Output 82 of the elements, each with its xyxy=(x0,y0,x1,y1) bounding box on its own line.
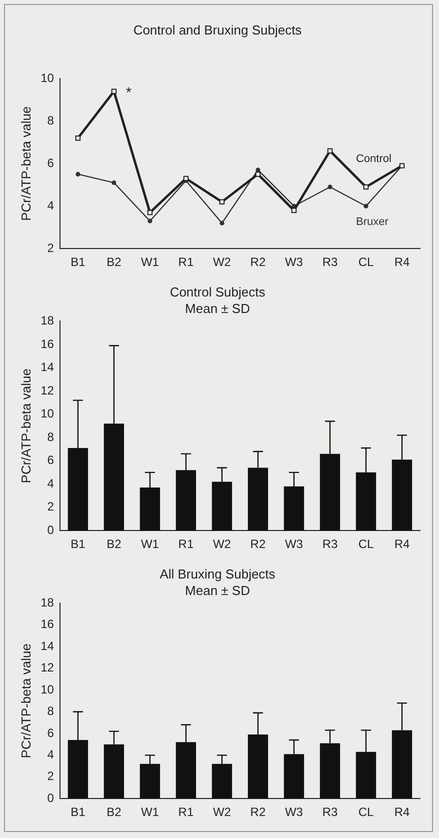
point xyxy=(147,210,153,216)
x-tick-label: CL xyxy=(358,255,374,270)
x-tick-label: R3 xyxy=(322,537,338,552)
x-tick-label: R4 xyxy=(394,805,410,820)
y-tick-label: 14 xyxy=(40,360,54,374)
y-tick-label: 6 xyxy=(47,453,54,468)
chart-title: Control and Bruxing Subjects xyxy=(133,22,302,38)
x-tick-label: B2 xyxy=(106,537,122,552)
point xyxy=(219,199,225,204)
x-tick-label: W1 xyxy=(140,255,160,270)
chart-subtitle: Mean ± SD xyxy=(185,300,250,316)
x-tick-label: R4 xyxy=(394,537,410,552)
y-tick-label: 4 xyxy=(47,747,54,762)
y-tick-label: 10 xyxy=(40,682,54,696)
x-tick-label: R1 xyxy=(178,805,194,820)
series-label: Bruxer xyxy=(356,216,389,228)
x-tick-label: B1 xyxy=(70,537,86,552)
point xyxy=(364,204,368,208)
y-tick-label: 18 xyxy=(40,596,54,610)
y-tick-label: 14 xyxy=(40,638,54,653)
point xyxy=(76,172,80,177)
y-tick-label: 8 xyxy=(47,430,54,444)
chart-title: All Bruxing Subjects xyxy=(160,566,276,582)
y-tick-label: 0 xyxy=(47,790,54,805)
chart-subtitle: Mean ± SD xyxy=(185,582,250,598)
y-tick-label: 2 xyxy=(47,500,54,514)
x-tick-label: B2 xyxy=(106,805,122,820)
y-tick-label: 0 xyxy=(47,522,54,537)
point xyxy=(291,208,297,213)
y-tick-label: 6 xyxy=(47,156,54,170)
series-label: Control xyxy=(356,153,392,166)
x-tick-label: R2 xyxy=(250,805,266,820)
y-tick-label: 12 xyxy=(40,383,54,398)
x-tick-label: R1 xyxy=(178,537,194,552)
x-tick-label: R2 xyxy=(250,537,266,552)
annotation: * xyxy=(126,84,132,100)
x-tick-label: B1 xyxy=(70,255,86,270)
point xyxy=(328,184,332,190)
y-tick-label: 4 xyxy=(47,476,54,490)
x-tick-label: CL xyxy=(358,537,374,552)
x-tick-label: W1 xyxy=(140,805,160,820)
point xyxy=(327,148,333,154)
x-tick-label: W1 xyxy=(140,537,160,552)
x-tick-label: W2 xyxy=(212,805,232,820)
point xyxy=(255,172,261,177)
x-tick-label: W3 xyxy=(284,537,304,552)
point xyxy=(111,88,117,94)
x-tick-label: R1 xyxy=(178,255,194,270)
y-tick-label: 8 xyxy=(47,704,54,718)
y-axis-title: PCr/ATP-beta value xyxy=(18,368,34,484)
x-tick-label: R3 xyxy=(322,805,338,820)
y-tick-label: 16 xyxy=(40,336,54,351)
x-tick-label: R3 xyxy=(322,255,338,270)
point xyxy=(363,184,369,190)
point xyxy=(112,180,116,186)
y-axis-title: PCr/ATP-beta value xyxy=(18,644,34,758)
y-tick-label: 12 xyxy=(40,660,54,675)
x-tick-label: B2 xyxy=(106,255,122,270)
point xyxy=(183,176,189,182)
x-tick-label: W2 xyxy=(212,255,232,270)
x-tick-label: W3 xyxy=(284,255,304,270)
y-tick-label: 6 xyxy=(47,726,54,740)
y-axis-title: PCr/ATP-beta value xyxy=(18,106,34,221)
y-tick-label: 4 xyxy=(47,198,54,212)
x-tick-label: R2 xyxy=(250,255,266,270)
y-tick-label: 2 xyxy=(47,769,54,784)
x-tick-label: R4 xyxy=(394,255,410,270)
y-tick-label: 16 xyxy=(40,617,54,632)
point xyxy=(256,168,260,172)
x-tick-label: CL xyxy=(358,805,374,820)
y-tick-label: 2 xyxy=(47,240,54,255)
y-tick-label: 8 xyxy=(47,113,54,128)
chart-title: Control Subjects xyxy=(170,284,266,300)
x-tick-label: B1 xyxy=(70,805,86,820)
point xyxy=(148,218,152,224)
x-tick-label: W3 xyxy=(284,805,304,820)
y-tick-label: 10 xyxy=(40,70,54,85)
point xyxy=(220,220,224,226)
y-tick-label: 10 xyxy=(40,406,54,421)
point xyxy=(75,135,81,141)
x-tick-label: W2 xyxy=(212,537,232,552)
y-tick-label: 18 xyxy=(40,314,54,328)
